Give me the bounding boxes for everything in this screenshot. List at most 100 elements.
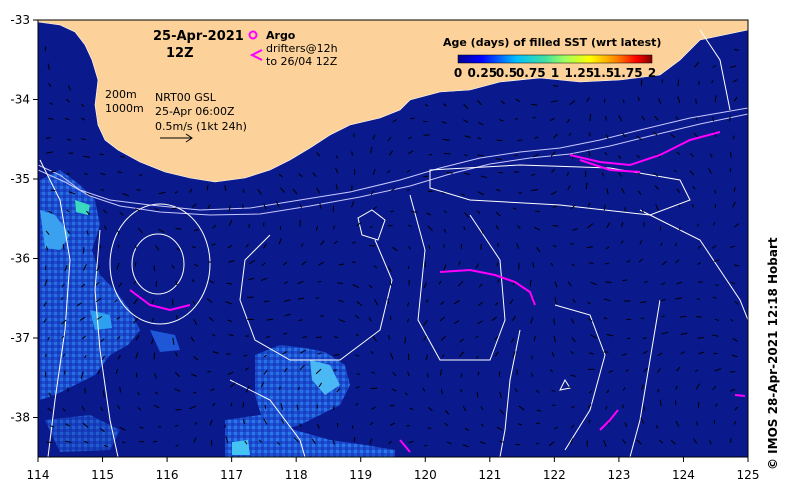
velocity-vector xyxy=(61,283,65,288)
velocity-vector xyxy=(658,98,662,104)
velocity-vector xyxy=(605,246,610,250)
velocity-vector xyxy=(477,99,482,106)
velocity-vector xyxy=(733,264,740,267)
velocity-vector xyxy=(263,418,268,425)
velocity-vector xyxy=(476,210,481,215)
velocity-vector xyxy=(388,150,394,156)
velocity-vector xyxy=(655,204,659,211)
velocity-vector xyxy=(317,280,322,283)
velocity-vector xyxy=(571,263,575,267)
velocity-vector xyxy=(621,221,624,228)
velocity-vector xyxy=(372,134,376,140)
velocity-vector xyxy=(587,202,591,208)
velocity-vector xyxy=(391,388,397,392)
velocity-vector xyxy=(368,284,373,289)
velocity-vector xyxy=(298,173,303,178)
velocity-vector xyxy=(536,247,541,253)
velocity-vector xyxy=(587,404,592,409)
velocity-vector xyxy=(622,387,626,391)
velocity-vector xyxy=(553,318,555,325)
velocity-vector xyxy=(175,444,179,448)
velocity-vector xyxy=(81,405,85,411)
velocity-vector xyxy=(47,336,50,341)
velocity-vector xyxy=(245,385,250,393)
colorbar-tick-label: 0 xyxy=(454,66,462,80)
velocity-vector xyxy=(459,351,465,358)
velocity-vectors xyxy=(43,46,740,448)
velocity-vector xyxy=(572,298,576,303)
velocity-vector xyxy=(711,245,717,249)
colorbar-tick-label: 1.25 xyxy=(564,66,594,80)
velocity-vector xyxy=(299,349,307,354)
velocity-vector xyxy=(155,391,159,395)
velocity-vector xyxy=(733,96,738,102)
y-axis: -33 -34 -35 -36 -37 -38 xyxy=(10,13,38,425)
velocity-vector xyxy=(618,114,623,122)
velocity-vector xyxy=(100,406,104,412)
velocity-vector xyxy=(372,169,376,175)
velocity-vector xyxy=(86,230,89,235)
velocity-vector xyxy=(675,116,679,120)
velocity-vector xyxy=(499,391,502,399)
x-tick-label: 122 xyxy=(543,468,566,482)
velocity-vector xyxy=(642,337,647,340)
velocity-vector xyxy=(588,419,591,424)
y-tick-label: -35 xyxy=(10,172,30,186)
velocity-vector xyxy=(248,223,250,228)
velocity-vector xyxy=(475,335,479,339)
velocity-vector xyxy=(550,262,554,266)
velocity-vector xyxy=(119,211,124,216)
velocity-vector xyxy=(463,103,469,110)
velocity-vector xyxy=(299,423,302,427)
velocity-vector xyxy=(242,189,245,193)
velocity-vector xyxy=(459,338,464,343)
velocity-vector xyxy=(606,333,614,337)
velocity-vector xyxy=(332,440,336,445)
velocity-vector xyxy=(586,246,594,249)
velocity-vector xyxy=(408,440,414,444)
velocity-vector xyxy=(406,188,411,191)
velocity-vector xyxy=(193,319,198,326)
velocity-vector xyxy=(338,318,346,323)
colorbar-ticks: 0 0.250.50.75 1 1.251.51.75 2 xyxy=(454,66,656,80)
velocity-vector xyxy=(730,388,736,392)
velocity-vector xyxy=(212,402,216,407)
velocity-vector xyxy=(371,371,376,374)
velocity-vector xyxy=(530,317,534,324)
velocity-vector xyxy=(174,191,178,194)
velocity-vector xyxy=(244,440,248,445)
velocity-vector xyxy=(335,155,339,159)
y-tick-label: -36 xyxy=(10,252,30,266)
colorbar-tick-label: 0.5 xyxy=(496,66,517,80)
velocity-vector xyxy=(82,247,85,254)
velocity-vector xyxy=(657,388,660,393)
velocity-vector xyxy=(283,299,291,302)
velocity-vector xyxy=(316,187,321,194)
velocity-vector xyxy=(100,338,105,342)
velocity-vector xyxy=(263,243,267,249)
velocity-vector xyxy=(61,335,65,339)
x-tick-label: 117 xyxy=(220,468,243,482)
velocity-vector xyxy=(531,189,539,192)
velocity-vector xyxy=(533,153,540,158)
velocity-vector xyxy=(224,185,227,191)
velocity-vector xyxy=(117,336,121,340)
velocity-vector xyxy=(333,369,337,372)
velocity-vector xyxy=(698,281,703,283)
velocity-vector xyxy=(189,405,197,410)
velocity-vector xyxy=(260,277,268,282)
velocity-vector xyxy=(407,318,410,323)
velocity-vector xyxy=(695,421,699,426)
velocity-vector xyxy=(654,115,659,121)
velocity-vector xyxy=(44,46,47,52)
velocity-vector xyxy=(518,405,525,411)
velocity-vector xyxy=(312,172,317,177)
velocity-vector xyxy=(464,172,471,176)
velocity-vector xyxy=(64,264,68,272)
velocity-vector xyxy=(603,204,606,211)
velocity-vector xyxy=(551,351,555,357)
velocity-vector xyxy=(65,423,70,427)
velocity-vector xyxy=(119,386,122,393)
velocity-vector xyxy=(659,399,662,407)
velocity-vector xyxy=(551,389,556,393)
